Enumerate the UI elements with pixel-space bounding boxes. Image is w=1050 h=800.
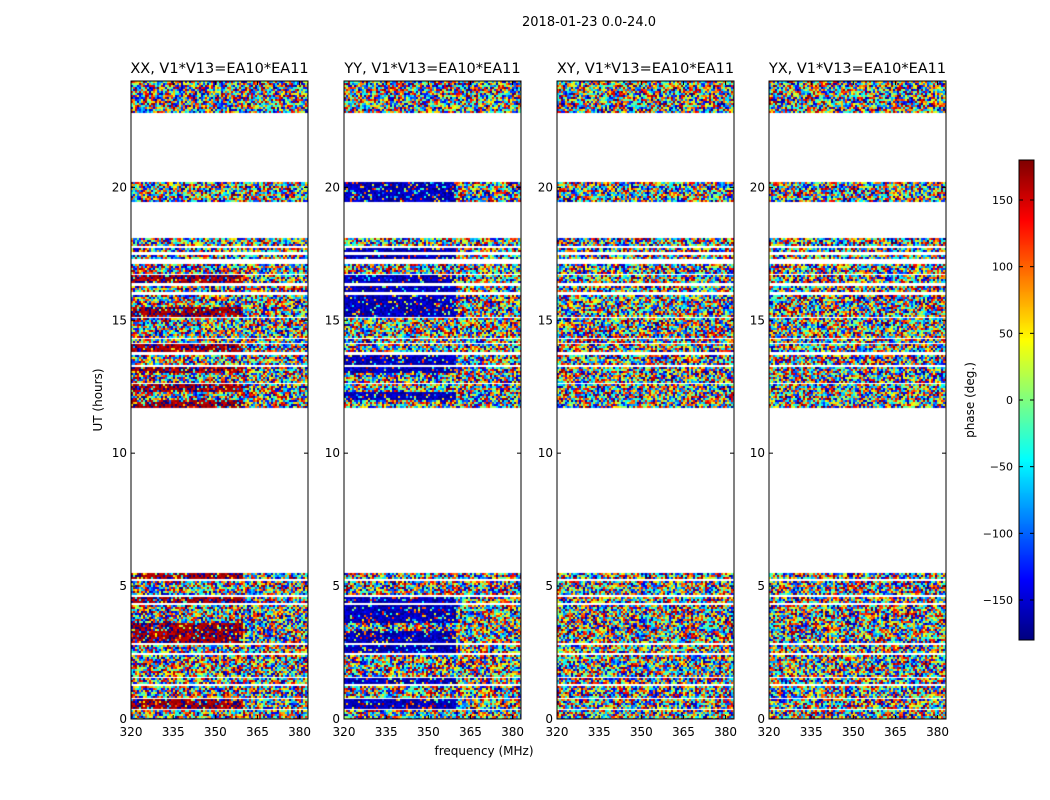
x-tick-label: 350 <box>204 725 227 739</box>
panel-title: YX, V1*V13=EA10*EA11 <box>768 61 946 77</box>
x-tick-label: 350 <box>417 725 440 739</box>
colorbar-label: phase (deg.) <box>963 362 977 438</box>
panel-yx: YX, V1*V13=EA10*EA11 320 335 350 365 380 0 5 10 1… <box>750 61 949 739</box>
panels-group: XX, V1*V13=EA10*EA11 320 335 350 365 380 0 5 10 1… <box>112 61 949 739</box>
y-tick-label: 15 <box>750 313 765 327</box>
x-tick-label: 365 <box>459 725 482 739</box>
figure-suptitle: 2018-01-23 0.0-24.0 <box>522 15 656 30</box>
x-tick-label: 335 <box>588 725 611 739</box>
panel-frame <box>556 80 735 720</box>
colorbar: −150 −100 −50 0 50 100 150 phase (deg.) <box>963 159 1035 641</box>
panel-xy: XY, V1*V13=EA10*EA11 320 335 350 365 380 0 5 10 1… <box>538 61 737 739</box>
x-axis-label: frequency (MHz) <box>434 744 533 758</box>
y-tick-label: 5 <box>332 579 340 593</box>
x-tick-label: 335 <box>800 725 823 739</box>
y-tick-label: 5 <box>119 579 127 593</box>
y-tick-label: 20 <box>325 180 340 194</box>
heatmap-yx <box>769 81 946 719</box>
x-tick-label: 335 <box>375 725 398 739</box>
x-tick-label: 320 <box>333 725 356 739</box>
x-tick-label: 350 <box>842 725 865 739</box>
colorbar-tick-label: −100 <box>983 527 1013 540</box>
x-tick-label: 335 <box>162 725 185 739</box>
y-tick-label: 0 <box>332 712 340 726</box>
colorbar-tick-label: 100 <box>992 261 1013 274</box>
panel-frame <box>343 80 522 720</box>
x-tick-label: 380 <box>501 725 524 739</box>
y-axis-label: UT (hours) <box>91 368 105 431</box>
x-tick-label: 365 <box>672 725 695 739</box>
panel-xx: XX, V1*V13=EA10*EA11 320 335 350 365 380 0 5 10 1… <box>112 61 311 739</box>
colorbar-gradient <box>1019 160 1034 640</box>
x-tick-label: 380 <box>288 725 311 739</box>
panel-yy: YY, V1*V13=EA10*EA11 320 335 350 365 380 0 5 10 1… <box>325 61 524 739</box>
colorbar-tick-label: 50 <box>999 327 1013 340</box>
x-tick-label: 320 <box>758 725 781 739</box>
x-tick-label: 365 <box>246 725 269 739</box>
x-tick-label: 350 <box>630 725 653 739</box>
y-tick-label: 10 <box>750 446 765 460</box>
x-tick-label: 380 <box>714 725 737 739</box>
y-tick-label: 20 <box>750 180 765 194</box>
y-tick-label: 0 <box>757 712 765 726</box>
y-tick-label: 0 <box>545 712 553 726</box>
colorbar-tick-label: −150 <box>983 594 1013 607</box>
y-tick-label: 0 <box>119 712 127 726</box>
y-tick-label: 15 <box>112 313 127 327</box>
y-tick-label: 10 <box>538 446 553 460</box>
panel-title: XX, V1*V13=EA10*EA11 <box>130 61 308 77</box>
colorbar-tick-label: 150 <box>992 194 1013 207</box>
colorbar-tick-label: 0 <box>1006 394 1013 407</box>
panel-frame <box>130 80 309 720</box>
panel-title: XY, V1*V13=EA10*EA11 <box>557 61 734 77</box>
x-tick-label: 320 <box>546 725 569 739</box>
y-tick-label: 5 <box>757 579 765 593</box>
panel-title: YY, V1*V13=EA10*EA11 <box>343 61 520 77</box>
panel-frame <box>768 80 947 720</box>
x-tick-label: 365 <box>884 725 907 739</box>
y-tick-label: 20 <box>112 180 127 194</box>
y-tick-label: 5 <box>545 579 553 593</box>
heatmap-xy <box>557 81 734 719</box>
y-tick-label: 15 <box>538 313 553 327</box>
y-tick-label: 15 <box>325 313 340 327</box>
y-tick-label: 20 <box>538 180 553 194</box>
colorbar-tick-label: −50 <box>990 461 1013 474</box>
y-tick-label: 10 <box>325 446 340 460</box>
y-tick-label: 10 <box>112 446 127 460</box>
x-tick-label: 320 <box>120 725 143 739</box>
heatmap-yy <box>344 81 521 719</box>
heatmap-xx <box>131 81 308 719</box>
x-tick-label: 380 <box>926 725 949 739</box>
